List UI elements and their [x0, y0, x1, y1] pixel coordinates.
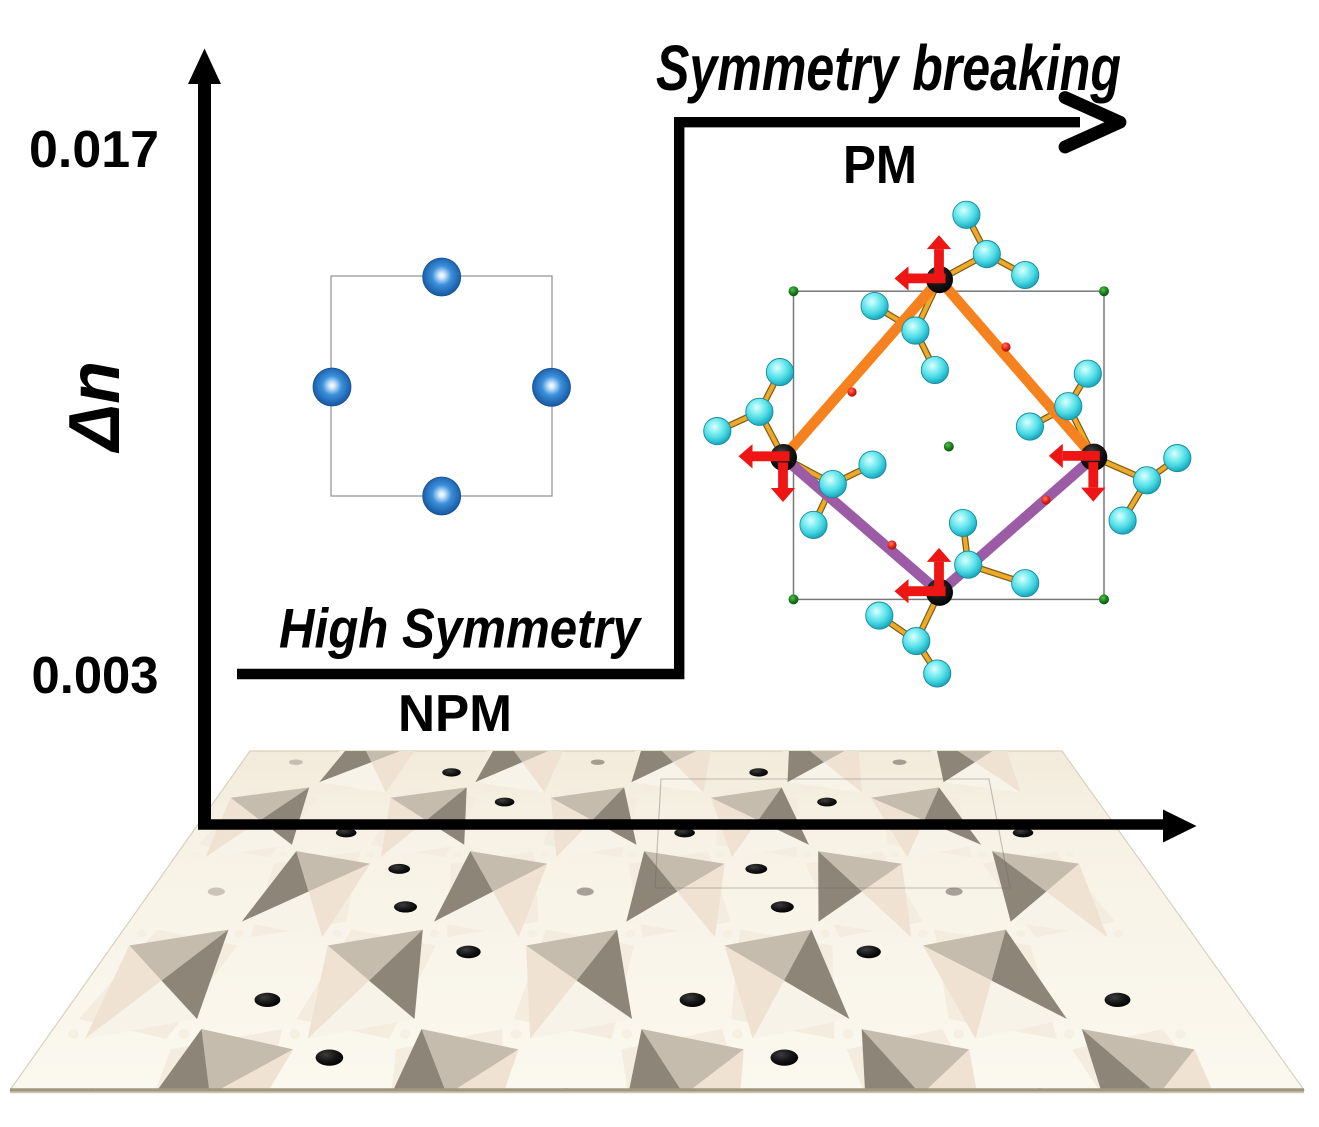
svg-text:0.017: 0.017: [29, 121, 159, 179]
svg-text:0.003: 0.003: [32, 647, 159, 705]
svg-text:Δn: Δn: [55, 361, 135, 454]
svg-text:High Symmetry: High Symmetry: [279, 597, 642, 660]
svg-text:Symmetry breaking: Symmetry breaking: [656, 32, 1121, 104]
svg-text:NPM: NPM: [398, 685, 512, 743]
svg-text:PM: PM: [843, 135, 917, 195]
